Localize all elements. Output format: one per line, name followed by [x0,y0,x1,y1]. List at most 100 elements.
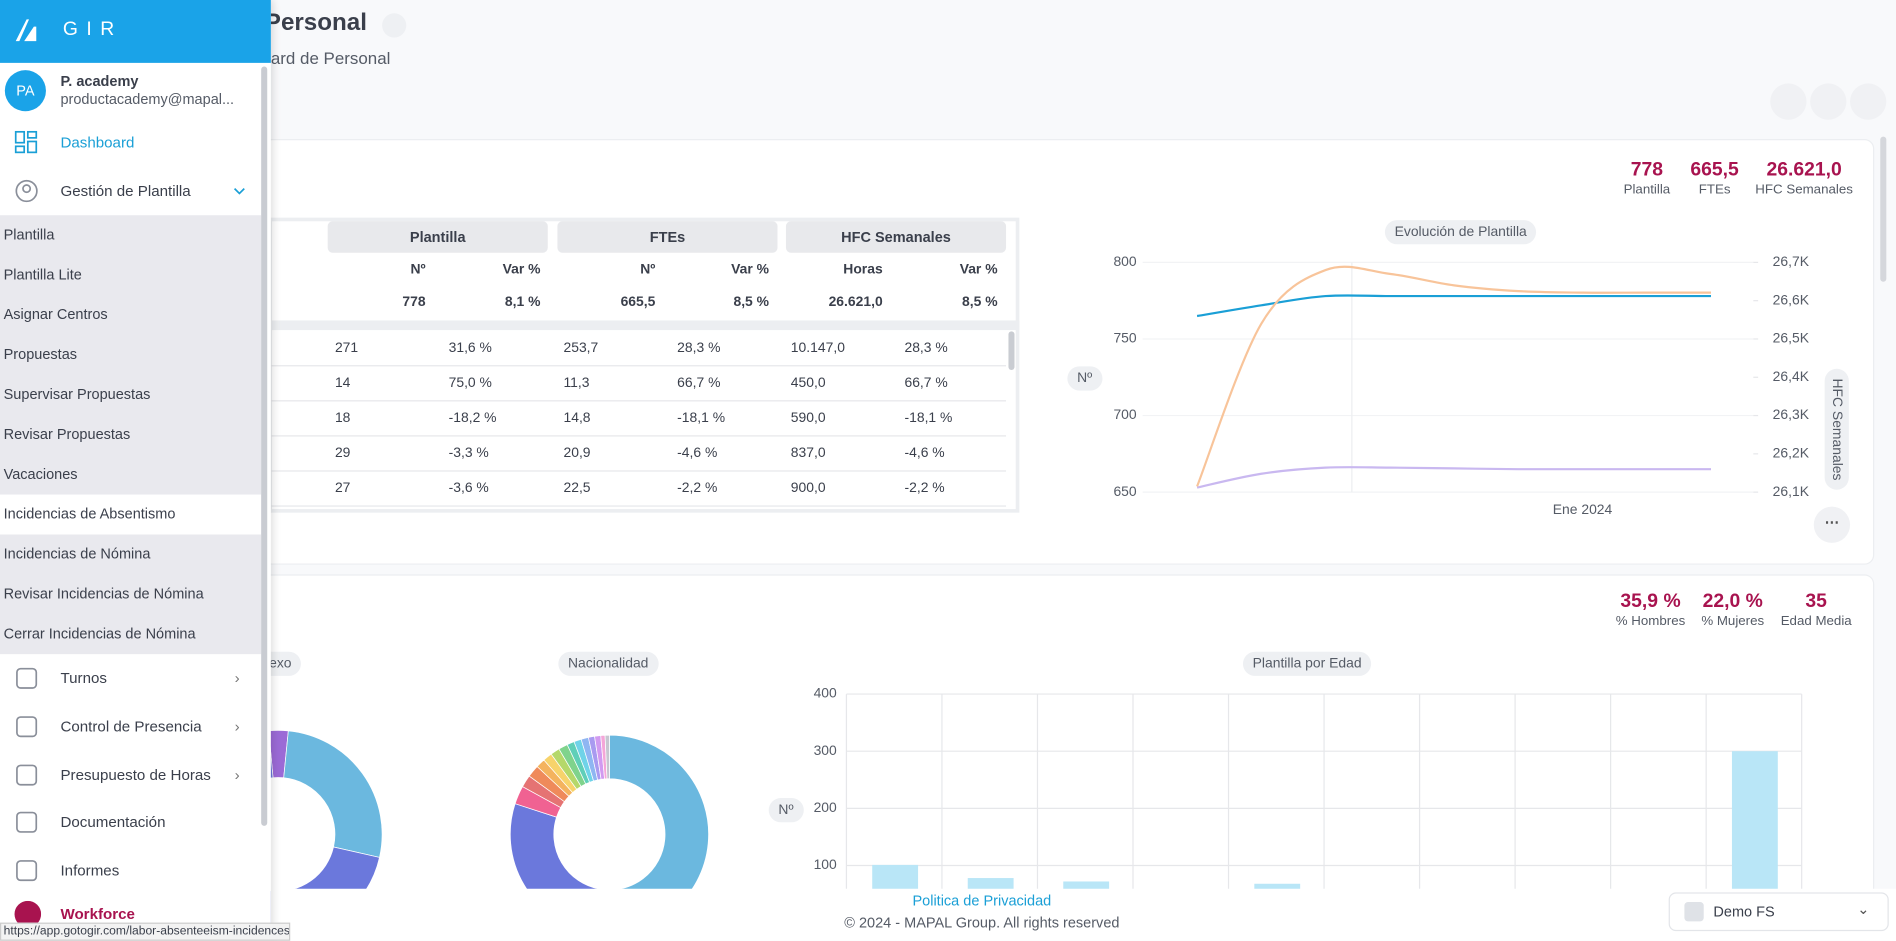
table-cell: 271 [334,340,359,356]
y2-tick-label: 26,6K [1773,291,1810,307]
y-tick-label: 200 [814,799,837,815]
submenu-item[interactable]: Supervisar Propuestas [3,385,151,403]
menu-item[interactable]: Dashboard [0,121,261,165]
submenu-item[interactable]: Revisar Propuestas [3,425,131,443]
menu-label: Control de Presencia [60,718,202,736]
page-scrollbar[interactable] [1880,136,1887,282]
table-cell: -4,6 % [677,446,718,461]
total-cell: 778 [402,295,426,310]
menu-item[interactable]: Gestión de Plantilla [0,169,261,213]
submenu-item[interactable]: Vacaciones [3,465,78,483]
column-group: Plantilla [327,221,548,253]
y-tick-label: 300 [814,742,837,758]
y2-tick-label: 26,5K [1773,330,1810,346]
table-cell: -4,6 % [904,446,945,461]
y-tick-label: 800 [1113,253,1136,269]
menu-item[interactable]: Workforce [0,892,261,936]
kpi-value: 26.621,0 [1766,159,1842,181]
menu-item[interactable]: Turnos › [0,657,261,701]
submenu-item[interactable]: Plantilla Lite [3,266,82,283]
y-axis-label: Nº [1067,366,1102,391]
column-group: HFC Semanales [785,221,1007,253]
sidebar-scrollbar[interactable] [261,66,268,826]
settings-button[interactable] [1850,83,1887,120]
logo-text: GIR [62,19,123,40]
privacy-link[interactable]: Politica de Privacidad [912,892,1052,910]
logo-icon [15,19,37,42]
user-email: productacademy@mapal... [60,90,235,108]
table-cell: 31,6 % [448,340,492,356]
column-header: Var % [959,262,998,277]
expand-button[interactable] [382,13,407,38]
chevron: › [234,718,240,736]
table-cell: -18,2 % [448,411,497,426]
total-cell: 8,5 % [961,295,998,310]
row-separator [268,400,1007,402]
filter-button[interactable] [1770,83,1807,120]
kpi-value: 22,0 % [1702,591,1763,612]
kpi-label: % Mujeres [1701,614,1765,629]
table-cell: -18,1 % [904,411,953,426]
table-cell: 20,9 [563,446,591,461]
more-button[interactable]: ⋯ [1813,506,1851,543]
table-cell: 27 [334,481,351,496]
y-axis-label: Nº [768,798,804,823]
y-tick-label: 650 [1113,483,1136,499]
table-scrollbar[interactable] [1008,331,1015,371]
table-cell: 837,0 [790,446,826,461]
series-line [1196,294,1711,318]
submenu-item[interactable]: Asignar Centros [3,305,108,323]
table-cell: 66,7 % [677,376,721,391]
table-cell: 22,5 [563,481,591,496]
total-cell: 8,5 % [733,295,770,310]
table-cell: 11,3 [563,376,590,391]
avatar[interactable]: PA [4,70,46,112]
y2-tick-label: 26,2K [1773,445,1810,461]
menu-item[interactable]: Documentación [0,800,261,844]
table-cell: 29 [334,446,351,461]
table-cell: -2,2 % [904,481,945,496]
submenu-item[interactable]: Cerrar Incidencias de Nómina [3,625,196,643]
menu-label: Gestión de Plantilla [60,182,191,200]
submenu-item[interactable]: Incidencias de Absentismo [3,505,176,523]
kpi-value: 35 [1805,591,1827,612]
chart-title: Evolución de Plantilla [1384,220,1537,245]
y2-tick-label: 26,1K [1773,483,1810,499]
y2-axis-label: HFC Semanales [1824,368,1849,491]
menu-item[interactable]: Informes [0,849,261,893]
table-cell: 75,0 % [448,376,492,391]
copyright: © 2024 - MAPAL Group. All rights reserve… [844,914,1120,932]
column-group: FTEs [557,221,778,253]
x-tick-label: Ene 2024 [1553,501,1613,517]
table-cell: 18 [334,411,351,426]
location-button[interactable] [1810,83,1847,120]
table-cell: -2,2 % [677,481,718,496]
menu-item[interactable]: Control de Presencia › [0,705,261,749]
kpi-value: 35,9 % [1620,591,1681,612]
total-cell: 26.621,0 [828,295,883,310]
table-cell: 10.147,0 [790,340,845,356]
brand-bar: GIR [0,0,271,63]
company-selector[interactable]: Demo FS ⌄ [1668,892,1889,932]
table-cell: -3,3 % [448,446,489,461]
submenu-item[interactable]: Revisar Incidencias de Nómina [3,585,204,603]
submenu-item[interactable]: Plantilla [3,226,55,244]
column-header: Horas [843,262,883,277]
column-header: Nº [640,262,656,277]
table-cell: -18,1 % [677,411,726,426]
row-separator [268,365,1007,367]
menu-item[interactable]: Presupuesto de Horas › [0,753,261,797]
kpi-label: HFC Semanales [1755,182,1853,198]
submenu-item[interactable]: Propuestas [3,345,78,363]
kpi-label: Plantilla [1623,182,1671,198]
pie-slice [604,734,610,780]
y-tick-label: 750 [1113,330,1136,346]
kpi-label: % Hombres [1615,614,1686,629]
submenu-item[interactable]: Incidencias de Nómina [3,545,151,563]
table-cell: 14 [334,376,351,391]
submenu [0,215,262,655]
menu-label: Workforce [60,905,135,923]
table-cell: -3,6 % [448,481,489,496]
